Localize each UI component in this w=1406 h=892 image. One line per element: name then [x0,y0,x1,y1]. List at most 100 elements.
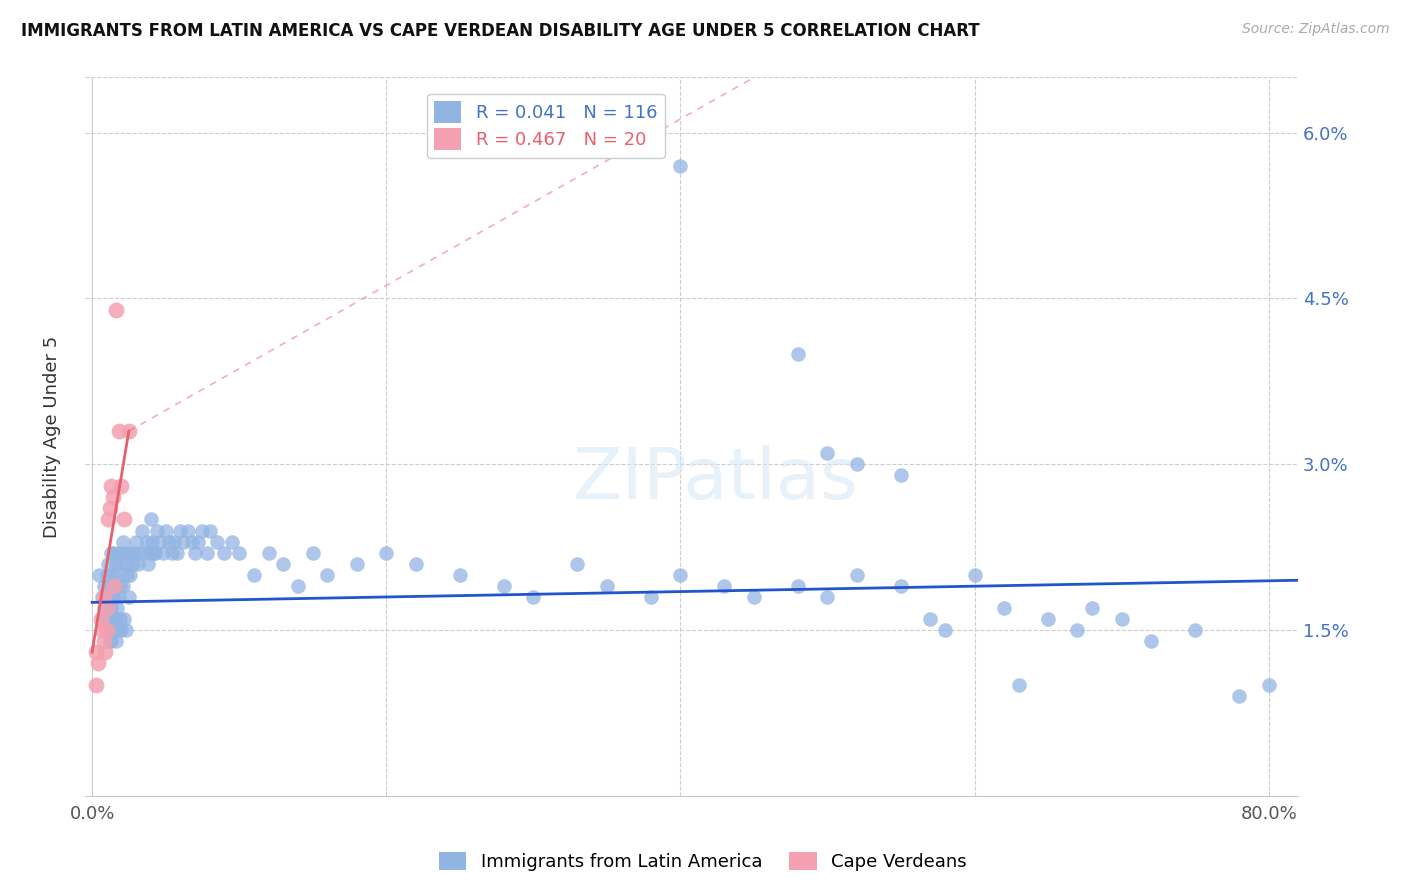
Point [107,424,129,438]
Point [817,446,839,460]
Point [110,623,132,637]
Y-axis label: Disability Age Under 5: Disability Age Under 5 [44,335,60,538]
Point [110,557,132,571]
Point [105,600,128,615]
Point [98,634,121,648]
Point [890,468,912,483]
Point [96,623,118,637]
Point [993,600,1015,615]
Text: IMMIGRANTS FROM LATIN AMERICA VS CAPE VERDEAN DISABILITY AGE UNDER 5 CORRELATION: IMMIGRANTS FROM LATIN AMERICA VS CAPE VE… [21,22,980,40]
Point [104,557,127,571]
Point [103,579,125,593]
Point [187,534,209,549]
Point [1140,634,1163,648]
Point [128,546,150,560]
Point [934,623,956,637]
Point [96,590,118,604]
Point [492,579,515,593]
Point [963,567,986,582]
Point [160,546,183,560]
Point [817,590,839,604]
Point [713,579,735,593]
Point [114,546,136,560]
Point [163,534,186,549]
Point [117,567,139,582]
Point [640,590,662,604]
Point [125,534,148,549]
Point [449,567,471,582]
Point [111,579,134,593]
Point [176,524,198,538]
Point [214,546,236,560]
Point [172,534,194,549]
Point [101,491,124,505]
Point [1081,600,1104,615]
Point [166,546,188,560]
Point [114,512,136,526]
Point [184,546,207,560]
Point [191,524,214,538]
Point [1066,623,1088,637]
Text: ZIPatlas: ZIPatlas [572,445,859,514]
Point [103,623,125,637]
Point [118,546,141,560]
Text: Source: ZipAtlas.com: Source: ZipAtlas.com [1241,22,1389,37]
Point [103,590,125,604]
Point [101,590,124,604]
Point [104,612,127,626]
Point [1036,612,1059,626]
Point [169,524,191,538]
Point [405,557,427,571]
Point [205,534,228,549]
Point [316,567,339,582]
Point [103,546,125,560]
Point [287,579,309,593]
Point [375,546,398,560]
Point [845,457,868,471]
Point [115,623,138,637]
Point [149,534,172,549]
Point [98,579,121,593]
Point [742,590,765,604]
Point [97,557,120,571]
Point [120,567,142,582]
Point [93,634,115,648]
Point [669,159,692,173]
Point [90,612,112,626]
Legend: Immigrants from Latin America, Cape Verdeans: Immigrants from Latin America, Cape Verd… [432,845,974,879]
Point [97,512,120,526]
Point [110,479,132,493]
Point [195,546,218,560]
Point [135,534,157,549]
Point [132,546,155,560]
Point [228,546,250,560]
Point [122,557,145,571]
Point [100,479,122,493]
Point [93,600,115,615]
Point [96,567,118,582]
Point [155,524,177,538]
Point [157,534,180,549]
Point [104,302,127,317]
Point [86,645,108,659]
Point [108,612,131,626]
Point [108,579,131,593]
Point [1111,612,1133,626]
Point [93,590,115,604]
Point [1007,678,1029,692]
Point [118,590,141,604]
Point [107,623,129,637]
Point [596,579,619,593]
Point [101,612,124,626]
Point [91,623,114,637]
Point [198,524,221,538]
Point [890,579,912,593]
Point [787,347,810,361]
Point [146,524,169,538]
Point [1227,690,1250,704]
Point [86,678,108,692]
Legend: R = 0.041   N = 116, R = 0.467   N = 20: R = 0.041 N = 116, R = 0.467 N = 20 [427,94,665,158]
Point [787,579,810,593]
Point [522,590,544,604]
Point [111,534,134,549]
